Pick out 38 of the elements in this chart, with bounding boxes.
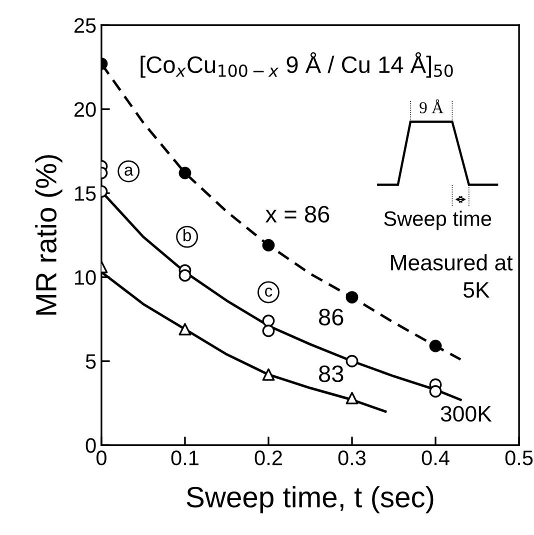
point [429, 340, 442, 352]
point [178, 322, 192, 336]
x-tick-label: 0.4 [422, 450, 450, 466]
annotation: Measured at [391, 254, 513, 270]
x-tick-label: 0 [96, 450, 106, 466]
point [262, 239, 275, 252]
point [346, 392, 358, 404]
annotation: 5K [464, 282, 490, 298]
x-tick-label: 0.5 [505, 450, 533, 466]
annotation: 86 [319, 308, 344, 326]
point [178, 269, 192, 282]
x-tick-label: 0.2 [254, 450, 282, 466]
point [262, 368, 275, 381]
point [346, 291, 358, 304]
annotation: [Co$_{x}$Cu$_{100−x}$ 9 Å / Cu 14 Å]$_{50}$ [140, 52, 453, 78]
x-axis-title: Sweep time, t (sec) [186, 486, 434, 514]
annotation: c [265, 288, 272, 297]
point [429, 385, 442, 398]
y-tick-label: 0 [86, 438, 96, 453]
annotation: x = 86 [266, 206, 330, 223]
annotation: b [184, 229, 191, 242]
y-tick-label: 5 [86, 354, 96, 369]
y-axis-title: MR ratio (%) [35, 155, 62, 315]
y-tick-label: 25 [74, 18, 96, 33]
point [262, 324, 275, 338]
annotation: 300K [440, 406, 492, 422]
y-tick-label: 10 [75, 270, 96, 285]
x-tick-label: 0.1 [171, 450, 198, 466]
annotation: 83 [319, 365, 344, 382]
point [346, 354, 358, 368]
annotation: a [124, 166, 134, 176]
annotation: Sweep time [384, 210, 492, 230]
annotation: 9 Å [420, 99, 444, 114]
x-tick-label: 0.3 [338, 450, 366, 466]
point [178, 166, 192, 180]
y-tick-label: 15 [75, 186, 96, 201]
point [262, 314, 275, 328]
y-tick-label: 20 [74, 102, 96, 117]
